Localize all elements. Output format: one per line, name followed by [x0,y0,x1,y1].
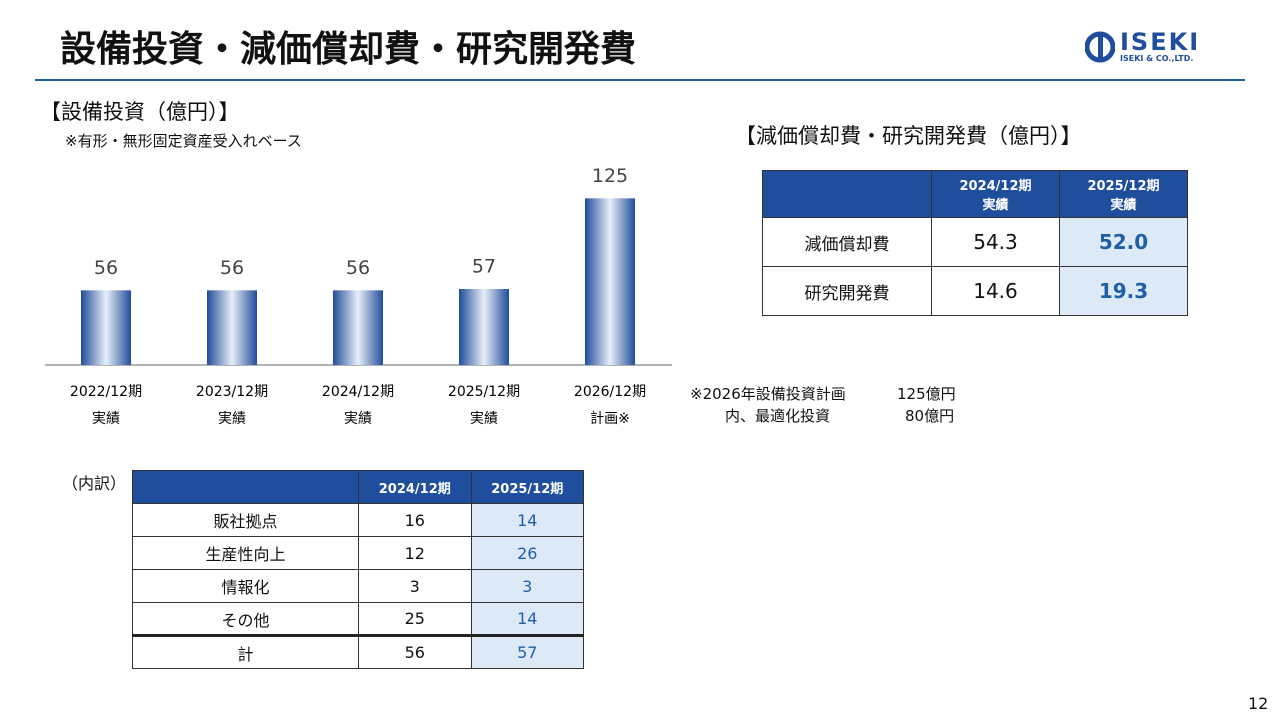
chart: 562022/12期実績562023/12期実績562024/12期実績5720… [45,165,672,427]
slide-title: 設備投資・減価償却費・研究開発費 [60,29,637,70]
table-cell: 14.6 [931,266,1060,316]
table-row: 情報化 3 3 [132,569,584,603]
header-text: 実績 [982,198,1009,213]
table-cell: 54.3 [931,217,1060,267]
table-row: 生産性向上 12 26 [132,536,584,570]
table-row: 計 56 57 [132,634,584,669]
bar [207,290,257,365]
table-cell: 26 [470,536,584,570]
table-title: 【減価償却費・研究開発費（億円）】 [735,124,1082,148]
value-label: 56 [346,257,370,279]
note-text: 125億円 [897,385,956,403]
table-cell: 12 [358,536,472,570]
note-text: 80億円 [905,407,955,425]
header-cell: 2024/12期 実績 [931,170,1060,218]
x-tick-note: 計画※ [590,411,630,427]
table-cell: 計 [132,634,359,669]
bar [333,290,383,365]
x-tick-label: 2025/12期 [448,384,520,400]
header-cell [132,470,359,504]
table-cell: その他 [132,602,359,636]
table-cell: 25 [358,602,472,636]
bar [459,289,509,365]
table-cell: 3 [470,569,584,603]
value-label: 125 [592,165,628,187]
value-label: 56 [94,257,118,279]
table-row: 減価償却費 54.3 52.0 [762,217,1188,267]
x-tick-label: 2023/12期 [196,384,268,400]
logo-mark [1085,31,1115,63]
bar [81,290,131,365]
logo-text: ISEKI [1120,28,1201,56]
table-cell: 3 [358,569,472,603]
logo-sub: ISEKI & CO.,LTD. [1120,54,1194,63]
header-cell: 2025/12期 [470,470,584,504]
table-cell: 研究開発費 [762,266,932,316]
header-text: 2025/12期 [1087,179,1160,194]
table-cell: 販社拠点 [132,503,359,537]
table-cell: 16 [358,503,472,537]
table-row: 販社拠点 16 14 [132,503,584,537]
table-cell: 19.3 [1059,266,1188,316]
table-cell: 52.0 [1059,217,1188,267]
header-text: 2024/12期 [959,179,1032,194]
note-text: 内、最適化投資 [725,407,831,425]
table-row: 研究開発費 14.6 19.3 [762,266,1188,316]
x-tick-note: 実績 [470,411,498,427]
note-text: ※2026年設備投資計画 [690,385,846,403]
header-text: 実績 [1110,198,1137,213]
table-cell: 情報化 [132,569,359,603]
x-tick-label: 2022/12期 [70,384,142,400]
amortization-table: 2024/12期 実績 2025/12期 実績 減価償却費 54.3 52.0 研究開発費 14… [762,170,1188,316]
chart-subtitle: ※有形・無形固定資産受入れベース [65,132,302,150]
x-tick-note: 実績 [92,411,120,427]
value-label: 56 [220,257,244,279]
x-tick-note: 実績 [344,411,372,427]
table-cell: 生産性向上 [132,536,359,570]
x-tick-note: 実績 [218,411,246,427]
page-number: 12 [1248,694,1269,713]
table-cell: 57 [470,634,584,669]
title-rule [35,79,1245,81]
x-tick-label: 2024/12期 [322,384,394,400]
value-label: 57 [472,256,496,278]
header-cell: 2024/12期 [358,470,472,504]
breakdown-table: 2024/12期 2025/12期 販社拠点 16 14 生産性向上 12 26 情報化 3 3 その… [132,470,584,669]
header-row: 2024/12期 実績 2025/12期 実績 [762,170,1188,218]
chart-title: 【設備投資（億円）】 [40,100,240,124]
table-cell: 14 [470,602,584,636]
table-cell: 56 [358,634,472,669]
header-cell [762,170,932,218]
table-row: その他 25 14 [132,602,584,636]
header-cell: 2025/12期 実績 [1059,170,1188,218]
x-tick-label: 2026/12期 [574,384,646,400]
breakdown-label: （内訳） [62,474,127,493]
table-cell: 減価償却費 [762,217,932,267]
bar [585,198,635,365]
header-row: 2024/12期 2025/12期 [132,470,584,504]
table-cell: 14 [470,503,584,537]
